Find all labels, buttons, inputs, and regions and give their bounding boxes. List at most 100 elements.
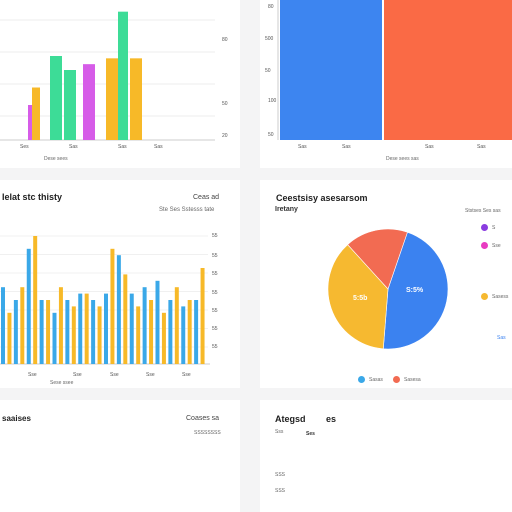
bar-yellow — [130, 58, 142, 141]
chart-right-title: Ceas ad — [193, 194, 220, 201]
x-tick: Sse — [146, 372, 155, 378]
chart-subtitle: Iretany — [275, 206, 298, 213]
y-tick: 50 — [268, 132, 274, 138]
bar-blue — [129, 293, 134, 364]
bar-yellow — [97, 306, 102, 364]
row-label: SSS — [275, 472, 286, 478]
bar-yellow — [7, 312, 12, 364]
chart-subtitle: SSSSSSSS — [194, 430, 221, 436]
bar-green — [64, 70, 76, 140]
bar-yellow — [71, 306, 76, 364]
panel-bottom-left: saaises Coases sa SSSSSSSS — [0, 400, 240, 512]
x-tick: Sse — [182, 372, 191, 378]
chart-right-subtitle: Ststses Ses sas — [465, 208, 501, 214]
y-tick: 500 — [265, 36, 274, 42]
chart-subtitle: Ste Ses Sstesss tate — [159, 207, 215, 213]
bar-blue — [181, 306, 186, 364]
pie-slice-pie_red — [347, 228, 408, 290]
bar-blue — [91, 300, 96, 364]
x-tick: Sse — [110, 372, 119, 378]
legend-dot-pink — [481, 242, 488, 249]
y-tick: 20 — [222, 133, 228, 139]
panel-block-chart-top-right: 80 500 50 100 50 Sas Sas Sas Sas Dese se… — [260, 0, 512, 168]
x-tick: Sas — [298, 144, 307, 150]
bar-chart-middle-left — [0, 235, 210, 365]
legend-item: Sasas — [369, 377, 383, 383]
bar-yellow — [84, 293, 89, 364]
bar-blue — [280, 0, 382, 140]
pie-slice-pie_blue — [382, 231, 449, 350]
y-tick: 80 — [268, 4, 274, 10]
y-tick: 55 — [212, 308, 218, 314]
bar-blue — [26, 248, 31, 364]
legend-item: S — [492, 225, 496, 231]
y-tick: 55 — [212, 326, 218, 332]
bar-yellow — [58, 287, 63, 364]
bar-blue — [155, 280, 160, 364]
legend-item: Sse — [492, 243, 501, 249]
x-tick: Sas — [118, 144, 127, 150]
bar-orange — [384, 0, 512, 140]
bar-blue — [1, 287, 5, 364]
row-label: Sss — [275, 429, 284, 435]
legend-item: Sasess — [492, 294, 509, 300]
block-chart-top-right — [277, 0, 512, 140]
row-label: SSS — [275, 488, 286, 494]
y-tick: 50 — [265, 68, 271, 74]
y-tick: 50 — [222, 101, 228, 107]
bar-yellow — [200, 268, 205, 364]
x-tick: Sse — [28, 372, 37, 378]
bar-blue — [104, 293, 108, 364]
corner-text: Sas — [497, 335, 506, 341]
x-tick: Sas — [69, 144, 78, 150]
chart-title: Ceestsisy asesarsom — [276, 193, 368, 203]
slice-label: S:5% — [406, 287, 424, 294]
panel-bar-chart-top-left: 80 50 20 Ses Sas Sas Sas Dese sees — [0, 0, 240, 168]
y-tick: 55 — [212, 233, 218, 239]
bar-yellow — [33, 236, 38, 364]
bar-green — [118, 11, 128, 140]
panel-pie-chart: Ceestsisy asesarsom Iretany Ststses Ses … — [260, 180, 512, 388]
bar-blue — [65, 300, 70, 364]
x-axis-title: Dese sees sas — [386, 156, 419, 162]
panel-bar-chart-middle-left: Ielat stc thisty Ceas ad Ste Ses Sstesss… — [0, 180, 240, 388]
bar-green — [50, 56, 62, 140]
bar-yellow — [123, 274, 128, 364]
y-tick: 55 — [212, 290, 218, 296]
chart-title-suffix: es — [326, 414, 337, 424]
x-tick: Sas — [154, 144, 163, 150]
bar-magenta — [83, 64, 95, 140]
y-tick: 55 — [212, 344, 218, 350]
y-tick: 55 — [212, 253, 218, 259]
bar-yellow — [46, 300, 51, 364]
bar-yellow — [20, 287, 25, 364]
bar-yellow — [161, 312, 166, 364]
y-tick: 80 — [222, 37, 228, 43]
legend-item: Sasesa — [404, 377, 421, 383]
bar-blue — [78, 293, 83, 364]
bar-blue — [39, 300, 44, 364]
bar-blue — [13, 300, 18, 364]
legend-dot-purple — [481, 224, 488, 231]
bar-yellow — [136, 306, 141, 364]
legend-dot-yellow — [481, 293, 488, 300]
pie-slice-pie_yellow — [327, 244, 389, 350]
bar-yellow — [149, 300, 154, 364]
x-tick: Ses — [20, 144, 29, 150]
legend-dot-red — [393, 376, 400, 383]
slice-label: 5:5b — [353, 295, 368, 302]
chart-title: saaises — [2, 414, 31, 423]
row-label: Ses — [306, 431, 315, 437]
chart-right-title: Coases sa — [186, 415, 220, 422]
y-tick: 55 — [212, 271, 218, 277]
bar-chart-top-left — [0, 11, 215, 141]
bar-blue — [142, 287, 147, 364]
bar-yellow — [174, 287, 179, 364]
panel-bottom-right: Ategsd es Sss Ses SSS SSS — [260, 400, 512, 512]
bar-yellow — [110, 248, 115, 364]
right-tick: Sas — [477, 144, 486, 150]
bar-yellow — [106, 58, 118, 141]
chart-title: Ategsd — [275, 414, 306, 424]
pie-chart — [327, 228, 449, 350]
x-tick: Sas — [342, 144, 351, 150]
